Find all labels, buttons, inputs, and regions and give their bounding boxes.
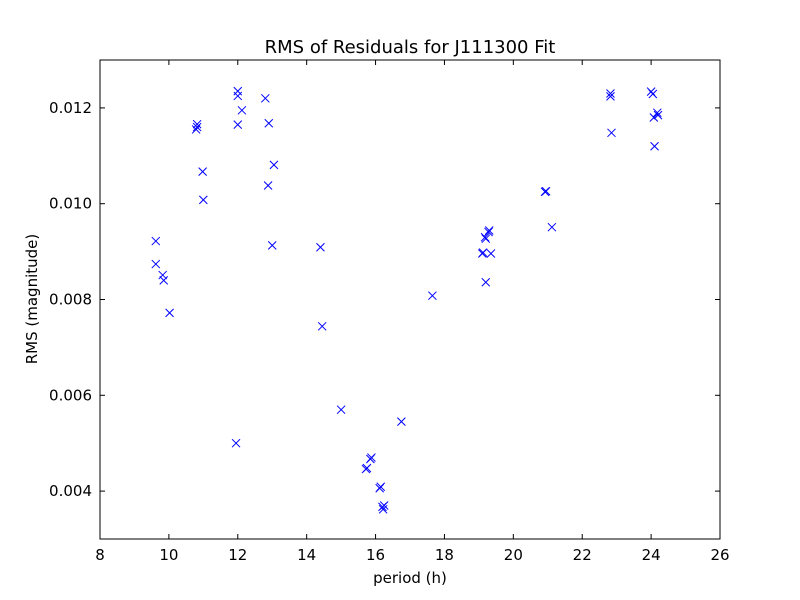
data-point (191, 125, 201, 134)
data-point (231, 438, 241, 448)
y-tick-label: 0.006 (49, 386, 92, 404)
plot-area (151, 86, 663, 514)
data-point (478, 248, 488, 257)
data-point (165, 308, 174, 318)
data-point (192, 119, 202, 129)
data-point (606, 92, 615, 101)
data-point (379, 501, 389, 510)
data-point (362, 463, 372, 473)
data-point (486, 249, 496, 258)
x-tick-label: 22 (573, 546, 592, 564)
data-point (233, 86, 243, 96)
data-point (606, 89, 615, 98)
x-tick-label: 14 (297, 546, 316, 564)
x-tick-label: 24 (642, 546, 661, 564)
data-point (541, 186, 551, 196)
axis-ticks: 8 10 12 14 16 18 20 22 24 26 0.004 0.006 0.008 0.010 0… (49, 60, 730, 564)
data-point (480, 232, 490, 242)
x-tick-label: 18 (435, 546, 454, 564)
data-point (648, 89, 658, 99)
data-point (481, 277, 491, 287)
data-point (484, 227, 493, 237)
data-point (336, 405, 346, 415)
data-point (233, 120, 243, 130)
chart-title: RMS of Residuals for J111300 Fit (265, 37, 556, 58)
data-point (652, 108, 662, 118)
data-point (547, 222, 557, 232)
data-point (316, 242, 325, 252)
data-point (269, 160, 279, 170)
data-point (263, 181, 273, 190)
y-tick-label: 0.010 (49, 195, 92, 213)
data-point (367, 453, 376, 462)
x-tick-label: 10 (159, 546, 178, 564)
data-point (650, 141, 659, 151)
x-tick-label: 26 (710, 546, 729, 564)
data-point (260, 93, 270, 103)
data-point (158, 270, 168, 280)
y-axis-label: RMS (magnitude) (23, 234, 41, 365)
data-point (649, 113, 659, 122)
data-point (317, 321, 327, 331)
data-point (607, 128, 616, 138)
data-point (198, 167, 207, 176)
data-point (397, 417, 406, 426)
x-tick-label: 20 (504, 546, 523, 564)
data-point (264, 118, 274, 128)
data-point (151, 236, 161, 246)
data-point (481, 234, 491, 244)
data-point (428, 291, 437, 301)
x-axis-label: period (h) (373, 569, 447, 587)
data-point (159, 275, 169, 285)
x-tick-label: 12 (228, 546, 247, 564)
y-tick-label: 0.008 (49, 291, 92, 309)
x-tick-label: 16 (366, 546, 385, 564)
data-point (376, 482, 386, 492)
data-point (484, 226, 494, 235)
data-point (653, 110, 663, 120)
y-tick-label: 0.004 (49, 482, 92, 500)
data-point (267, 241, 277, 250)
data-point (151, 259, 161, 269)
data-point (237, 105, 247, 115)
y-tick-label: 0.012 (49, 99, 92, 117)
data-point (192, 122, 202, 132)
data-point (198, 195, 208, 205)
x-tick-label: 8 (95, 546, 105, 564)
